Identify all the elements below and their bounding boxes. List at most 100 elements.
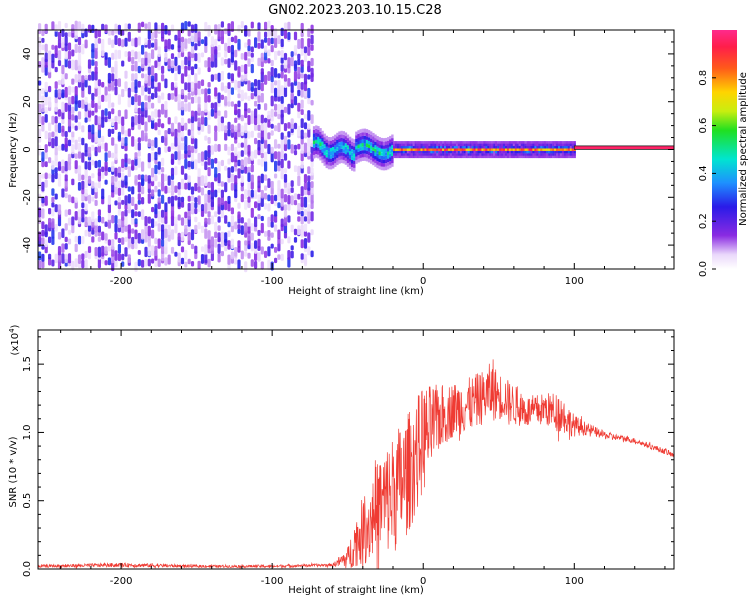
spectrogram-cell [180,60,185,70]
spectrogram-cell [104,221,108,227]
spectrogram-cell [274,50,278,61]
x-tick-label: 100 [565,576,584,587]
spectrogram-cell [38,45,42,56]
spectrogram-cell [240,250,244,260]
colorbar-tick-label: 0.2 [698,213,709,229]
spectrogram-cell [297,53,301,60]
spectrogram-cell [428,148,431,151]
spectrogram-cell [67,209,72,216]
spectrogram-cell [355,145,358,150]
spectrogram-cell [250,46,254,53]
spectrogram-cell [455,155,459,159]
spectrogram-cell [101,117,105,128]
spectrogram-cell [254,260,258,269]
spectrogram-cell [91,24,95,33]
spectrogram-cell [426,141,429,144]
spectrogram-cell [104,246,108,255]
spectrogram-cell [389,164,392,169]
spectrogram-cell [240,150,244,157]
spectrogram-cell [475,153,478,156]
spectrogram-cell [283,123,288,132]
spectrogram-cell [151,102,155,109]
spectrogram-cell [355,135,358,139]
spectrogram-cell [210,60,214,68]
spectrogram-cell [467,150,470,154]
spectrogram-cell [567,148,570,151]
spectrogram-cell [548,143,551,147]
spectrogram-cell [556,148,559,151]
spectrogram-cell [170,53,175,60]
spectrogram-cell [499,145,502,149]
snr-series-line [38,359,674,569]
spectrogram-cell [434,153,437,156]
spectrogram-cell [111,81,115,91]
spectrogram-cell [370,142,373,146]
spectrogram-cell [414,145,417,149]
spectrogram-cell [51,259,55,267]
spectrogram-cell [495,153,498,156]
spectrogram-cell [342,134,345,139]
spectrogram-cell [325,150,328,154]
spectrogram-cell [573,150,576,154]
spectrogram-cell [473,150,476,154]
spectrogram-cell [237,211,241,220]
spectrogram-cell [300,239,304,249]
spectrogram-cell [315,146,318,151]
spectrogram-cell [194,224,198,234]
spectrogram-cell [334,134,337,139]
spectrogram-cell [505,150,508,154]
spectrogram-cell [217,204,221,215]
spectrogram-cell [516,145,519,149]
spectrogram-cell [230,21,234,32]
spectrogram-cell [389,146,392,151]
spectrogram-cell [497,150,500,154]
spectrogram-cell [346,159,350,164]
spectrogram-cell [111,175,115,186]
spectrogram-cell [327,162,331,166]
spectrogram-cell [461,141,464,144]
spectrogram-cell [475,141,478,144]
spectrogram-cell [111,39,115,48]
spectrogram-cell [297,165,301,176]
spectrogram-cell [556,155,559,159]
spectrogram-cell [558,148,561,151]
spectrogram-cell [422,145,425,149]
spectrogram-cell [54,147,58,156]
spectrogram-cell [440,143,443,147]
spectrogram-cell [151,206,155,213]
spectrogram-cell [434,143,437,147]
spectrogram-cell [487,153,490,156]
spectrogram-cell [144,246,148,258]
spectrogram-cell [121,116,125,126]
spectrogram-cell [267,246,271,257]
spectrogram-cell [510,141,513,144]
spectrogram-cell [97,181,101,189]
spectrogram-cell [74,197,78,203]
spectrogram-cell [514,145,517,149]
spectrogram-cell [57,39,62,49]
spectrogram-cell [87,103,92,111]
spectrogram-cell [41,116,45,125]
spectrogram-cell [170,180,175,191]
spectrogram-cell [38,114,42,124]
spectrogram-cell [227,82,231,89]
spectrogram-cell [395,153,398,156]
spectrogram-cell [71,178,75,186]
spectrogram-cell [117,172,121,178]
spectrogram-cell [440,155,443,159]
spectrogram-cell [51,53,55,63]
spectrogram-cell [244,251,248,257]
spectrogram-cell [528,155,531,159]
spectrogram-cell [340,141,343,146]
spectrogram-cell [444,141,447,144]
spectrogram-cell [457,155,460,159]
x-tick-label: -200 [110,576,133,587]
spectrogram-cell [287,131,291,138]
spectrogram-cell [428,153,431,156]
spectrogram-cell [174,82,178,88]
spectrogram-cell [400,153,404,156]
spectrogram-cell [430,141,433,144]
spectrogram-cell [244,157,248,167]
spectrogram-cell [194,31,198,43]
spectrogram-cell [61,228,65,238]
